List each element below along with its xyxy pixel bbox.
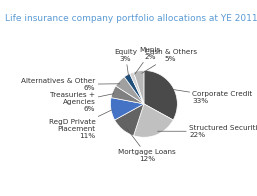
Text: Corporate Credit
33%: Corporate Credit 33% (172, 89, 253, 104)
Text: Structured Securities
22%: Structured Securities 22% (158, 125, 257, 138)
Wedge shape (111, 98, 144, 120)
Text: Equity
3%: Equity 3% (114, 49, 137, 76)
Wedge shape (134, 71, 144, 104)
Text: RegD Private
Placement
11%: RegD Private Placement 11% (49, 110, 112, 139)
Text: Life insurance company portfolio allocations at YE 2011: Life insurance company portfolio allocat… (5, 14, 257, 23)
Wedge shape (115, 104, 144, 136)
Wedge shape (124, 74, 144, 104)
Text: Mortgage Loans
12%: Mortgage Loans 12% (118, 129, 176, 162)
Wedge shape (111, 86, 144, 104)
Wedge shape (130, 72, 144, 104)
Wedge shape (116, 77, 144, 104)
Text: Cash & Others
5%: Cash & Others 5% (142, 49, 197, 73)
Wedge shape (134, 104, 173, 137)
Text: Treasuries +
Agencies
6%: Treasuries + Agencies 6% (50, 92, 114, 112)
Text: Munis
2%: Munis 2% (135, 47, 160, 74)
Wedge shape (144, 71, 177, 120)
Text: Alternatives & Other
6%: Alternatives & Other 6% (21, 78, 120, 91)
